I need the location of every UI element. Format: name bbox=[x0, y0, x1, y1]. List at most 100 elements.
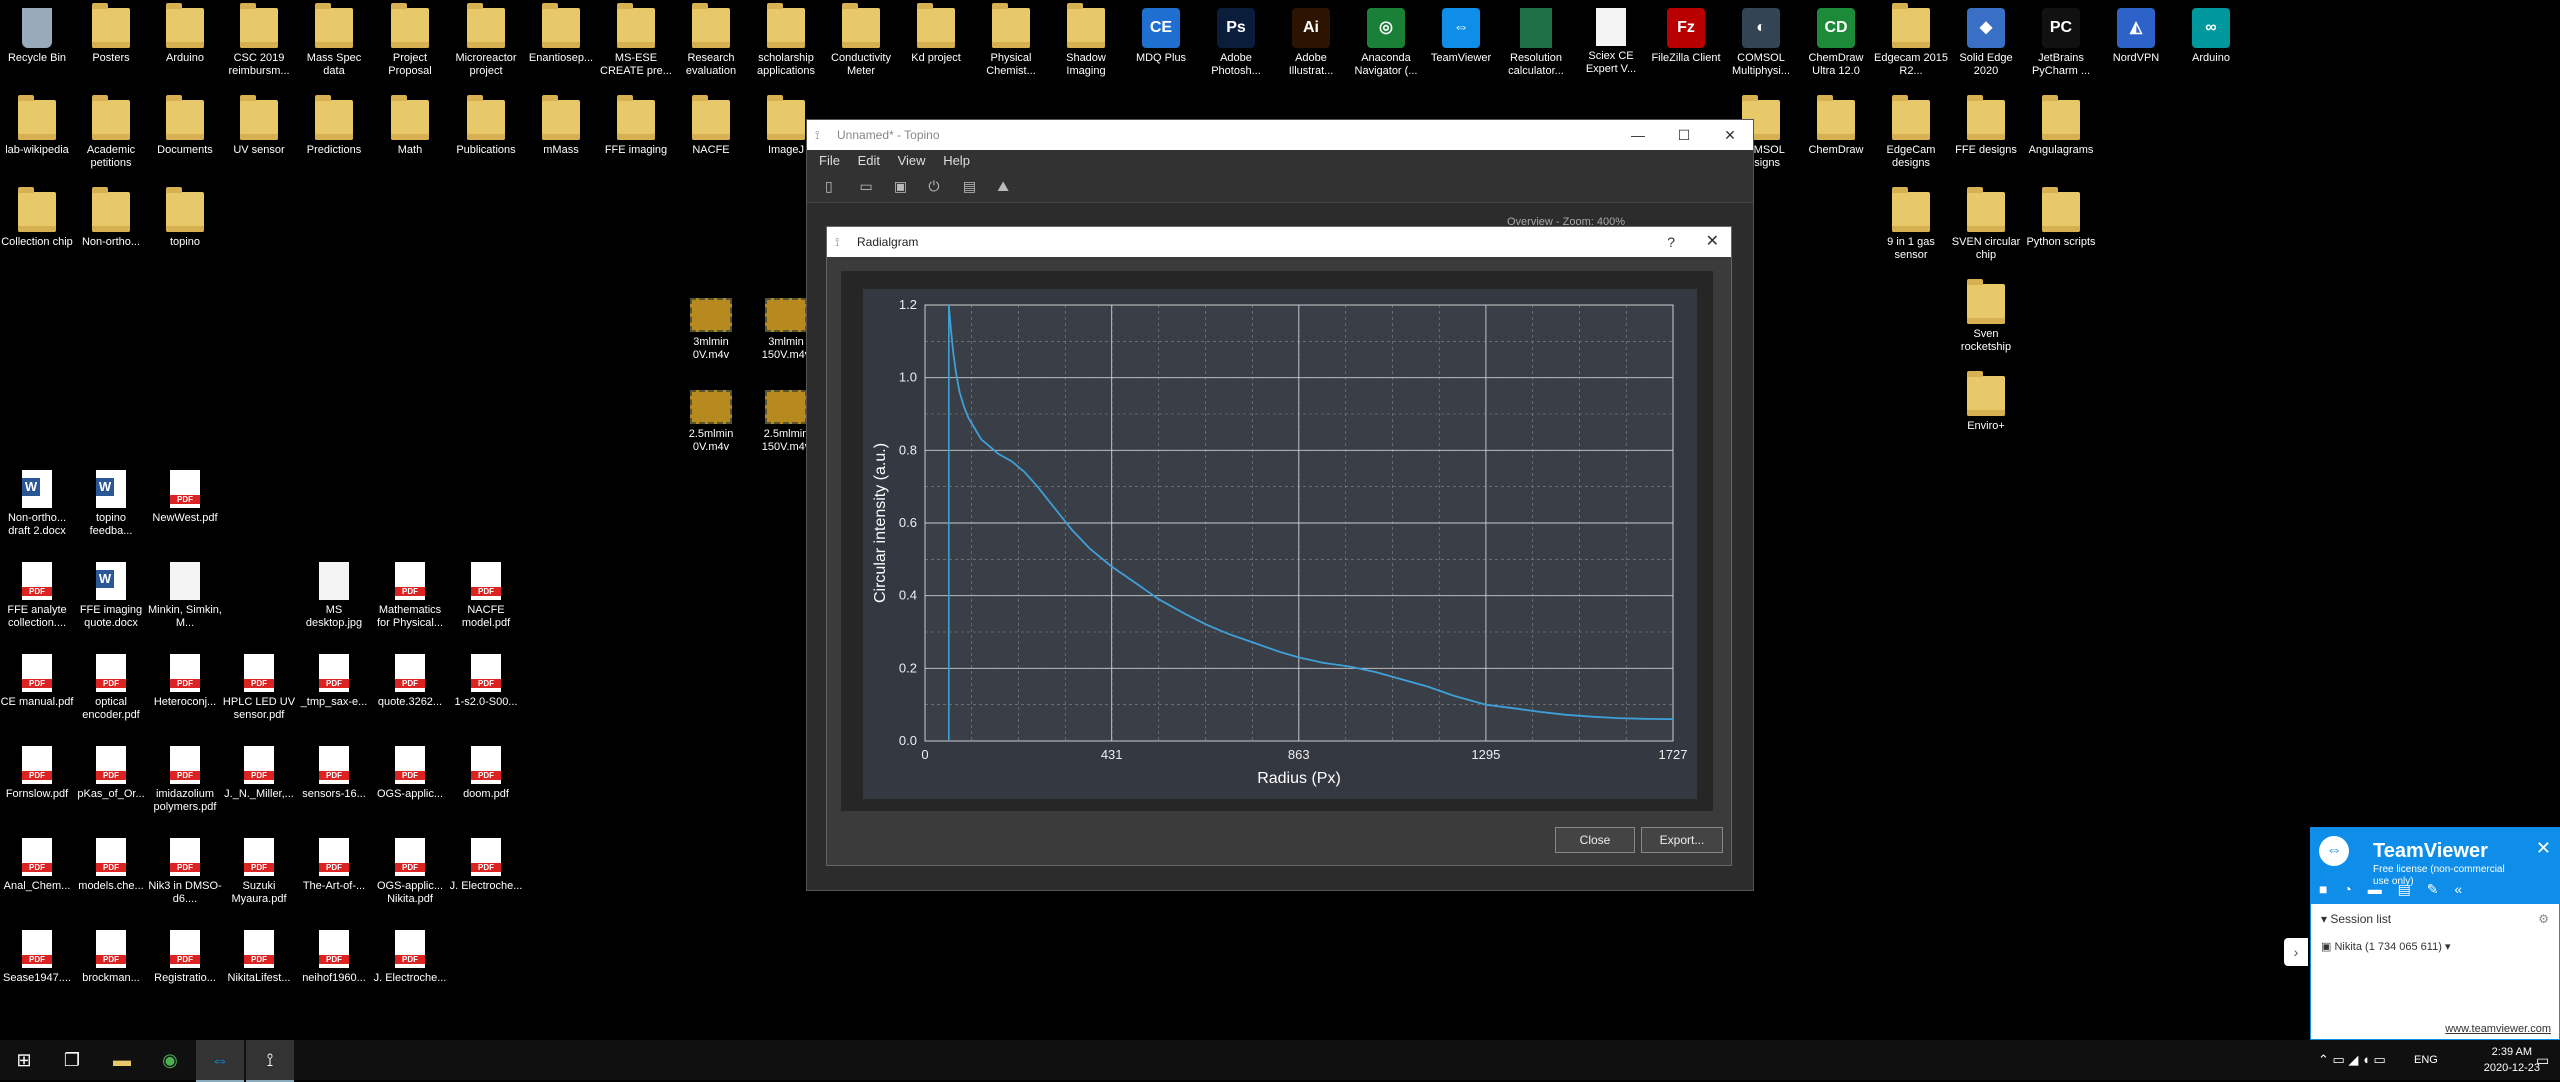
desktop-icon[interactable]: Shadow Imaging bbox=[1049, 2, 1123, 88]
desktop-icon[interactable]: ◐ COMSOL Multiphysi... bbox=[1724, 2, 1798, 88]
desktop-icon[interactable]: Math bbox=[373, 94, 447, 180]
desktop-icon[interactable]: UV sensor bbox=[222, 94, 296, 180]
desktop-icon[interactable]: Fornslow.pdf bbox=[0, 740, 74, 826]
desktop-icon[interactable]: Heteroconj... bbox=[148, 648, 222, 734]
chat-icon[interactable]: ▬ bbox=[2367, 881, 2382, 897]
desktop-icon[interactable]: CE MDQ Plus bbox=[1124, 2, 1198, 88]
desktop-icon[interactable]: ∞ Arduino bbox=[2174, 2, 2248, 88]
desktop-icon[interactable]: Academic petitions bbox=[74, 94, 148, 180]
desktop-icon[interactable]: Ai Adobe Illustrat... bbox=[1274, 2, 1348, 88]
desktop-icon[interactable]: Registratio... bbox=[148, 924, 222, 1010]
desktop-icon[interactable]: Mathematics for Physical... bbox=[373, 556, 447, 642]
desktop-icon[interactable]: CD ChemDraw Ultra 12.0 bbox=[1799, 2, 1873, 88]
desktop-icon[interactable]: MS desktop.jpg bbox=[297, 556, 371, 642]
desktop-icon[interactable]: CE manual.pdf bbox=[0, 648, 74, 734]
collapse-icon[interactable]: « bbox=[2454, 881, 2463, 897]
desktop-icon[interactable]: J._N._Miller,... bbox=[222, 740, 296, 826]
desktop-icon[interactable]: OGS-applic... Nikita.pdf bbox=[373, 832, 447, 918]
desktop-icon[interactable]: The-Art-of-... bbox=[297, 832, 371, 918]
desktop-icon[interactable]: Arduino bbox=[148, 2, 222, 88]
desktop-icon[interactable]: SVEN circular chip bbox=[1949, 186, 2023, 272]
desktop-icon[interactable]: pKas_of_Or... bbox=[74, 740, 148, 826]
session-list-header[interactable]: ▾ Session list ⚙ bbox=[2311, 904, 2559, 934]
chart-icon[interactable]: ⛰ bbox=[997, 178, 1010, 194]
desktop-icon[interactable]: NikitaLifest... bbox=[222, 924, 296, 1010]
desktop-icon[interactable]: Research evaluation bbox=[674, 2, 748, 88]
desktop-icon[interactable]: Recycle Bin bbox=[0, 2, 74, 88]
video-icon[interactable]: ■ bbox=[2319, 881, 2328, 897]
desktop-icon[interactable]: Physical Chemist... bbox=[974, 2, 1048, 88]
desktop-icon[interactable]: Anal_Chem... bbox=[0, 832, 74, 918]
export-button[interactable]: Export... bbox=[1641, 827, 1723, 853]
power-icon[interactable]: ⏻ bbox=[928, 178, 940, 194]
dialog-close-icon[interactable]: ✕ bbox=[1705, 233, 1719, 250]
desktop-icon[interactable]: Sven rocketship bbox=[1949, 278, 2023, 364]
desktop-icon[interactable]: NewWest.pdf bbox=[148, 464, 222, 550]
desktop-icon[interactable]: OGS-applic... bbox=[373, 740, 447, 826]
desktop-icon[interactable]: Enantiosep... bbox=[524, 2, 598, 88]
desktop-icon[interactable]: J. Electroche... bbox=[449, 832, 523, 918]
desktop-icon[interactable]: quote.3262... bbox=[373, 648, 447, 734]
desktop-icon[interactable]: HPLC LED UV sensor.pdf bbox=[222, 648, 296, 734]
desktop-icon[interactable]: Python scripts bbox=[2024, 186, 2098, 272]
main-window-titlebar[interactable]: ⟟ Unnamed* - Topino — ☐ ✕ bbox=[807, 120, 1753, 150]
desktop-icon[interactable]: Collection chip bbox=[0, 186, 74, 272]
desktop-icon[interactable]: Microreactor project bbox=[449, 2, 523, 88]
minimize-button[interactable]: — bbox=[1631, 127, 1645, 143]
menu-view[interactable]: View bbox=[897, 153, 926, 168]
desktop-icon[interactable]: Suzuki Myaura.pdf bbox=[222, 832, 296, 918]
desktop-icon[interactable]: brockman... bbox=[74, 924, 148, 1010]
notifications-icon[interactable]: ▭ bbox=[2536, 1052, 2550, 1068]
desktop-icon[interactable]: Predictions bbox=[297, 94, 371, 180]
teamviewer-taskbar-icon[interactable]: ⇔ bbox=[196, 1040, 244, 1082]
desktop-icon[interactable]: 3mlmin 150V.m4v bbox=[749, 286, 823, 372]
desktop-icon[interactable]: FFE imaging bbox=[599, 94, 673, 180]
desktop-icon[interactable]: models.che... bbox=[74, 832, 148, 918]
desktop-icon[interactable]: sensors-16... bbox=[297, 740, 371, 826]
window-close-button[interactable]: ✕ bbox=[1724, 127, 1736, 143]
headset-icon[interactable]: ◔ bbox=[2343, 881, 2352, 897]
desktop-icon[interactable]: topino feedba... bbox=[74, 464, 148, 550]
save-icon[interactable]: ▣ bbox=[893, 178, 908, 194]
language-indicator[interactable]: ENG bbox=[2414, 1054, 2438, 1066]
desktop-icon[interactable]: Nik3 in DMSO-d6.... bbox=[148, 832, 222, 918]
desktop-icon[interactable]: ⇔ TeamViewer bbox=[1424, 2, 1498, 88]
desktop-icon[interactable]: optical encoder.pdf bbox=[74, 648, 148, 734]
topino-taskbar-icon[interactable]: ⟟ bbox=[246, 1040, 294, 1082]
desktop-icon[interactable]: MS-ESE CREATE pre... bbox=[599, 2, 673, 88]
desktop-icon[interactable]: ◎ Anaconda Navigator (... bbox=[1349, 2, 1423, 88]
gear-icon[interactable]: ⚙ bbox=[2538, 912, 2549, 926]
desktop-icon[interactable]: FFE designs bbox=[1949, 94, 2023, 180]
desktop-icon[interactable]: imidazolium polymers.pdf bbox=[148, 740, 222, 826]
maximize-button[interactable]: ☐ bbox=[1677, 127, 1691, 143]
desktop-icon[interactable]: 2.5mlmin 0V.m4v bbox=[674, 378, 748, 464]
clock[interactable]: 2:39 AM 2020-12-23 bbox=[2484, 1044, 2540, 1076]
desktop-icon[interactable]: 9 in 1 gas sensor bbox=[1874, 186, 1948, 272]
desktop-icon[interactable]: Fz FileZilla Client bbox=[1649, 2, 1723, 88]
task-view-icon[interactable]: ❐ bbox=[63, 1050, 81, 1070]
desktop-icon[interactable]: EdgeCam designs bbox=[1874, 94, 1948, 180]
desktop-icon[interactable]: ChemDraw bbox=[1799, 94, 1873, 180]
desktop-icon[interactable]: Sciex CE Expert V... bbox=[1574, 2, 1648, 88]
desktop-icon[interactable]: FFE analyte collection.... bbox=[0, 556, 74, 642]
desktop-icon[interactable]: Angulagrams bbox=[2024, 94, 2098, 180]
menu-edit[interactable]: Edit bbox=[857, 153, 880, 168]
desktop-icon[interactable]: lab-wikipedia bbox=[0, 94, 74, 180]
desktop-icon[interactable]: Ps Adobe Photosh... bbox=[1199, 2, 1273, 88]
desktop-icon[interactable]: 3mlmin 0V.m4v bbox=[674, 286, 748, 372]
menu-file[interactable]: File bbox=[819, 153, 840, 168]
files-icon[interactable]: ▤ bbox=[2397, 881, 2411, 897]
desktop-icon[interactable]: Edgecam 2015 R2... bbox=[1874, 2, 1948, 88]
desktop-icon[interactable]: NACFE bbox=[674, 94, 748, 180]
edit-icon[interactable]: ✎ bbox=[2426, 881, 2439, 897]
desktop-icon[interactable]: CSC 2019 reimbursm... bbox=[222, 2, 296, 88]
desktop-icon[interactable]: PC JetBrains PyCharm ... bbox=[2024, 2, 2098, 88]
desktop-icon[interactable]: Non-ortho... bbox=[74, 186, 148, 272]
desktop-icon[interactable]: mMass bbox=[524, 94, 598, 180]
session-entry[interactable]: ▣ Nikita (1 734 065 611) ▾ bbox=[2311, 934, 2559, 959]
desktop-icon[interactable]: Publications bbox=[449, 94, 523, 180]
start-button-icon[interactable]: ⊞ bbox=[16, 1050, 32, 1070]
desktop-icon[interactable]: doom.pdf bbox=[449, 740, 523, 826]
new-file-icon[interactable]: ▯ bbox=[825, 178, 833, 194]
image-icon[interactable]: ▤ bbox=[962, 178, 977, 194]
